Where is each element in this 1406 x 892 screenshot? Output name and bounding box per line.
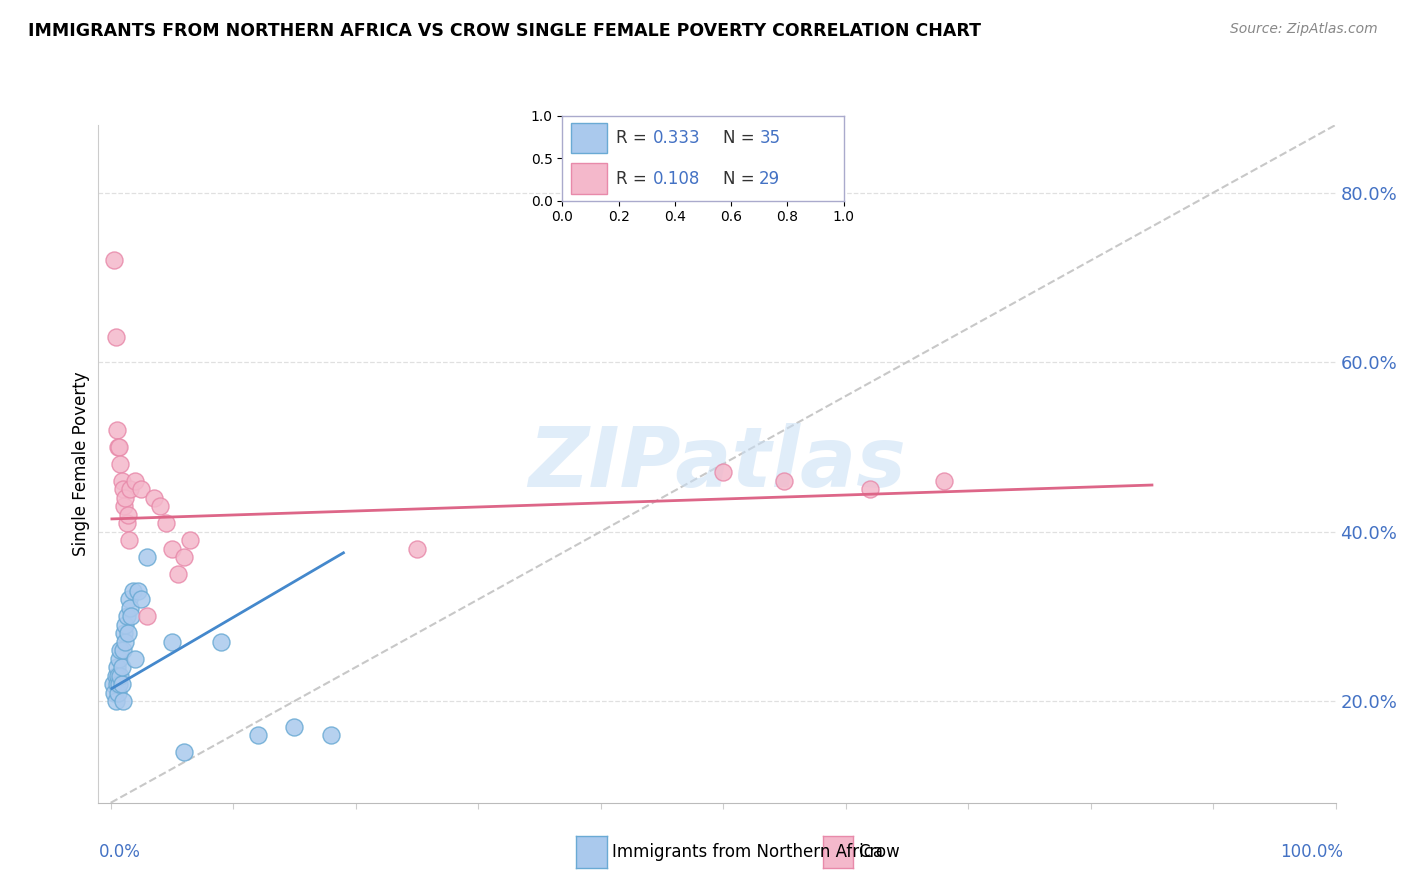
Point bbox=[110, 669, 132, 683]
Text: Source: ZipAtlas.com: Source: ZipAtlas.com bbox=[1230, 22, 1378, 37]
Point bbox=[111, 660, 134, 674]
Point bbox=[105, 423, 128, 437]
FancyBboxPatch shape bbox=[571, 123, 607, 153]
Point bbox=[129, 592, 152, 607]
Point bbox=[173, 745, 195, 759]
FancyBboxPatch shape bbox=[571, 163, 607, 194]
Point bbox=[121, 609, 143, 624]
Text: IMMIGRANTS FROM NORTHERN AFRICA VS CROW SINGLE FEMALE POVERTY CORRELATION CHART: IMMIGRANTS FROM NORTHERN AFRICA VS CROW … bbox=[28, 22, 981, 40]
Point bbox=[160, 541, 183, 556]
Point bbox=[209, 635, 232, 649]
Point bbox=[179, 533, 201, 547]
Text: 0.0%: 0.0% bbox=[98, 843, 141, 861]
Text: 0.108: 0.108 bbox=[652, 169, 700, 187]
Point bbox=[107, 440, 129, 454]
Text: 0.333: 0.333 bbox=[652, 129, 700, 147]
Point bbox=[155, 516, 177, 530]
Point bbox=[167, 567, 190, 582]
Point bbox=[773, 474, 796, 488]
Point bbox=[160, 635, 183, 649]
Text: R =: R = bbox=[616, 129, 652, 147]
Point bbox=[111, 694, 134, 708]
Point bbox=[110, 643, 132, 657]
Point bbox=[117, 508, 139, 522]
Point bbox=[111, 482, 134, 496]
Text: ZIPatlas: ZIPatlas bbox=[529, 424, 905, 504]
Point bbox=[173, 549, 195, 565]
Point bbox=[114, 617, 136, 632]
Point bbox=[711, 466, 734, 480]
Point bbox=[129, 482, 152, 496]
Text: 35: 35 bbox=[759, 129, 780, 147]
Point bbox=[111, 474, 134, 488]
Point bbox=[932, 474, 955, 488]
Point bbox=[149, 500, 172, 514]
Point bbox=[127, 583, 149, 598]
Point bbox=[111, 643, 134, 657]
Text: Crow: Crow bbox=[858, 843, 900, 861]
Point bbox=[118, 533, 141, 547]
Point bbox=[118, 592, 141, 607]
Point bbox=[112, 500, 135, 514]
Point bbox=[104, 669, 127, 683]
Point bbox=[117, 626, 139, 640]
Point bbox=[104, 330, 127, 344]
Point bbox=[321, 728, 343, 742]
Point bbox=[120, 601, 142, 615]
Y-axis label: Single Female Poverty: Single Female Poverty bbox=[72, 372, 90, 556]
Text: R =: R = bbox=[616, 169, 652, 187]
Point bbox=[115, 516, 138, 530]
Point bbox=[859, 482, 882, 496]
Point bbox=[105, 660, 128, 674]
Point bbox=[406, 541, 429, 556]
Point bbox=[136, 549, 159, 565]
Point bbox=[103, 686, 125, 700]
Point bbox=[124, 651, 146, 665]
Text: 100.0%: 100.0% bbox=[1279, 843, 1343, 861]
Point bbox=[108, 677, 131, 691]
Point bbox=[120, 482, 142, 496]
Text: N =: N = bbox=[723, 169, 759, 187]
Point bbox=[136, 609, 159, 624]
Point bbox=[112, 626, 135, 640]
Point bbox=[103, 253, 125, 268]
Point bbox=[283, 719, 305, 733]
Point bbox=[114, 635, 136, 649]
Point bbox=[114, 491, 136, 505]
Point bbox=[115, 609, 138, 624]
Point bbox=[104, 694, 127, 708]
Point bbox=[108, 440, 131, 454]
Point bbox=[105, 677, 128, 691]
Point bbox=[110, 457, 132, 471]
Point bbox=[121, 583, 143, 598]
Point bbox=[108, 651, 131, 665]
Point bbox=[124, 474, 146, 488]
Point bbox=[142, 491, 165, 505]
Point bbox=[107, 686, 129, 700]
Point bbox=[246, 728, 269, 742]
Point bbox=[107, 669, 129, 683]
Text: N =: N = bbox=[723, 129, 759, 147]
Text: Immigrants from Northern Africa: Immigrants from Northern Africa bbox=[612, 843, 883, 861]
Point bbox=[101, 677, 124, 691]
Text: 29: 29 bbox=[759, 169, 780, 187]
Point bbox=[111, 677, 134, 691]
